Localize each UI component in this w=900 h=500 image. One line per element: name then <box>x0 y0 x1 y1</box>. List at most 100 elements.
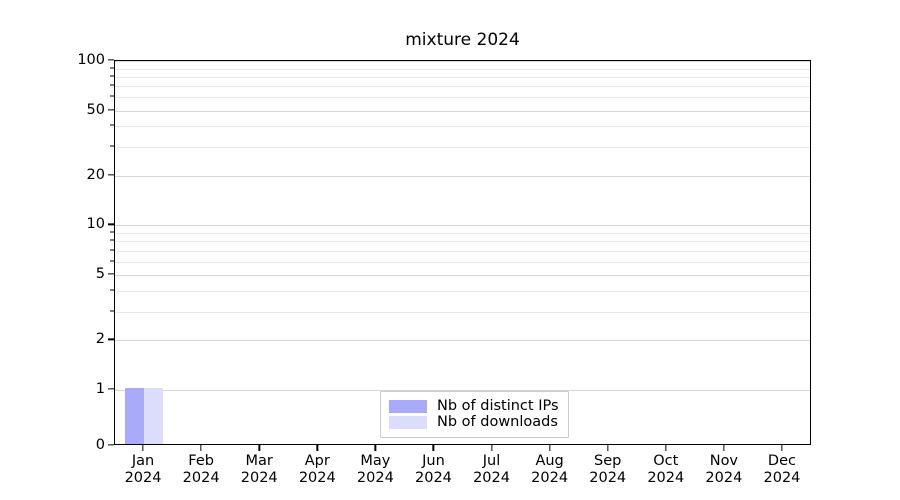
x-axis-tick-label: Nov 2024 <box>705 453 742 487</box>
y-axis-minor-tick-mark <box>110 289 114 291</box>
x-axis-tick-label-month: Dec <box>767 453 796 469</box>
bar <box>144 387 163 444</box>
x-axis-tick-label-year: 2024 <box>589 470 627 486</box>
x-axis-tick-mark <box>781 445 783 451</box>
bar <box>125 387 145 444</box>
x-axis-tick-mark <box>548 445 551 451</box>
x-axis-tick-label: Sep 2024 <box>589 453 626 487</box>
x-axis-tick-label-month: Jan <box>131 453 155 469</box>
y-axis-tick-mark <box>108 338 114 341</box>
x-axis-tick-label-year: 2024 <box>415 470 452 486</box>
x-axis-tick-label-month: Nov <box>709 453 739 469</box>
y-axis-minor-tick-mark <box>110 239 114 241</box>
y-axis-minor-tick-mark <box>110 67 114 69</box>
x-axis-tick-label: May 2024 <box>357 453 394 487</box>
x-axis-tick-label-year: 2024 <box>763 470 801 486</box>
y-axis-tick-mark <box>108 59 114 61</box>
x-axis-tick-mark <box>490 445 493 451</box>
y-axis-tick-labels: 0 1 2 5 10 20 50 100 <box>60 53 105 453</box>
gridline <box>115 233 810 235</box>
x-axis-tick-label: Dec 2024 <box>764 453 801 487</box>
gridline <box>115 241 810 243</box>
x-axis-tick-mark <box>258 445 260 451</box>
y-axis-tick-label: 10 <box>86 216 105 233</box>
x-axis-tick-label: Jun 2024 <box>415 453 452 487</box>
y-axis-minor-tick-mark <box>110 310 114 311</box>
x-axis-tick-mark <box>432 445 435 451</box>
legend-item[interactable]: Nb of distinct IPs <box>389 399 559 414</box>
chart-title: mixture 2024 <box>405 30 520 50</box>
x-axis-tick-label-year: 2024 <box>298 470 336 486</box>
y-axis-tick-label: 1 <box>95 380 105 397</box>
x-axis-tick-label-month: Sep <box>594 453 622 469</box>
y-axis-minor-tick-mark <box>110 231 114 233</box>
x-axis-tick-label-year: 2024 <box>705 470 743 486</box>
y-axis-minor-tick-mark <box>110 124 114 126</box>
x-axis-tick-mark <box>665 445 667 451</box>
gridline <box>115 311 810 313</box>
x-axis-tick-label: Oct 2024 <box>647 453 684 487</box>
legend-swatch-icon <box>389 400 427 413</box>
y-axis-tick-label: 2 <box>95 331 105 348</box>
gridline <box>115 126 810 128</box>
x-axis-tick-label: Feb 2024 <box>183 453 220 487</box>
y-axis-tick-label: 100 <box>77 52 105 68</box>
x-axis-tick-label-year: 2024 <box>473 470 510 486</box>
x-axis-tick-label-month: Feb <box>188 453 214 469</box>
plot-area <box>114 60 811 445</box>
legend-swatch-icon <box>389 416 427 429</box>
x-axis-tick-label-month: May <box>360 453 391 469</box>
gridline <box>115 225 810 227</box>
x-axis-tick-label-month: Mar <box>245 453 273 469</box>
legend-item[interactable]: Nb of downloads <box>389 415 559 430</box>
gridline <box>115 389 810 391</box>
y-axis-tick-label: 20 <box>86 166 105 183</box>
y-axis-tick-mark <box>108 108 114 111</box>
y-axis-minor-tick-mark <box>110 95 114 97</box>
y-axis-tick-mark <box>108 388 114 390</box>
gridline <box>115 97 810 99</box>
gridline <box>115 110 810 112</box>
gridline <box>115 68 810 70</box>
gridline <box>115 147 810 148</box>
x-axis-tick-label-year: 2024 <box>124 470 162 486</box>
x-axis-tick-label-year: 2024 <box>182 470 220 486</box>
legend-item-label: Nb of distinct IPs <box>437 398 559 414</box>
legend-item-label: Nb of downloads <box>437 414 558 430</box>
y-axis-tick-label: 0 <box>95 437 105 453</box>
gridline <box>115 250 810 252</box>
y-axis-minor-tick-mark <box>110 84 114 86</box>
y-axis-minor-tick-mark <box>110 75 114 77</box>
x-axis-tick-label-year: 2024 <box>647 470 685 486</box>
x-axis-tick-mark <box>200 445 202 451</box>
x-axis-tick-label: Mar 2024 <box>241 453 278 487</box>
gridline <box>115 175 810 177</box>
gridline <box>115 290 810 292</box>
x-axis-tick-mark <box>723 445 725 451</box>
gridline <box>115 61 810 62</box>
x-axis-tick-mark <box>316 445 318 451</box>
x-axis-tick-label: Aug 2024 <box>531 453 568 487</box>
y-axis-minor-tick-mark <box>110 249 114 251</box>
y-axis-tick-label: 50 <box>86 101 105 118</box>
x-axis-tick-label-month: Jul <box>482 453 501 469</box>
gridline <box>115 275 810 276</box>
y-axis-tick-mark <box>108 223 114 226</box>
x-axis-tick-mark <box>607 445 609 451</box>
y-axis-minor-tick-mark <box>110 145 114 147</box>
x-axis-tick-label-month: Oct <box>653 453 679 469</box>
x-axis-tick-label-year: 2024 <box>356 470 394 486</box>
x-axis-tick-label-year: 2024 <box>531 470 569 486</box>
gridline <box>115 86 810 88</box>
x-axis-tick-label-month: Apr <box>304 453 330 469</box>
x-axis-tick-label: Jan 2024 <box>125 453 162 487</box>
x-axis-tick-mark <box>374 445 377 451</box>
x-axis-tick-label-month: Aug <box>535 453 564 469</box>
gridline <box>115 340 810 342</box>
y-axis-tick-mark <box>108 174 114 176</box>
gridline <box>115 76 810 78</box>
x-axis-tick-label-year: 2024 <box>240 470 278 486</box>
y-axis-tick-mark <box>108 444 114 446</box>
x-axis-tick-label-month: Jun <box>422 453 445 469</box>
